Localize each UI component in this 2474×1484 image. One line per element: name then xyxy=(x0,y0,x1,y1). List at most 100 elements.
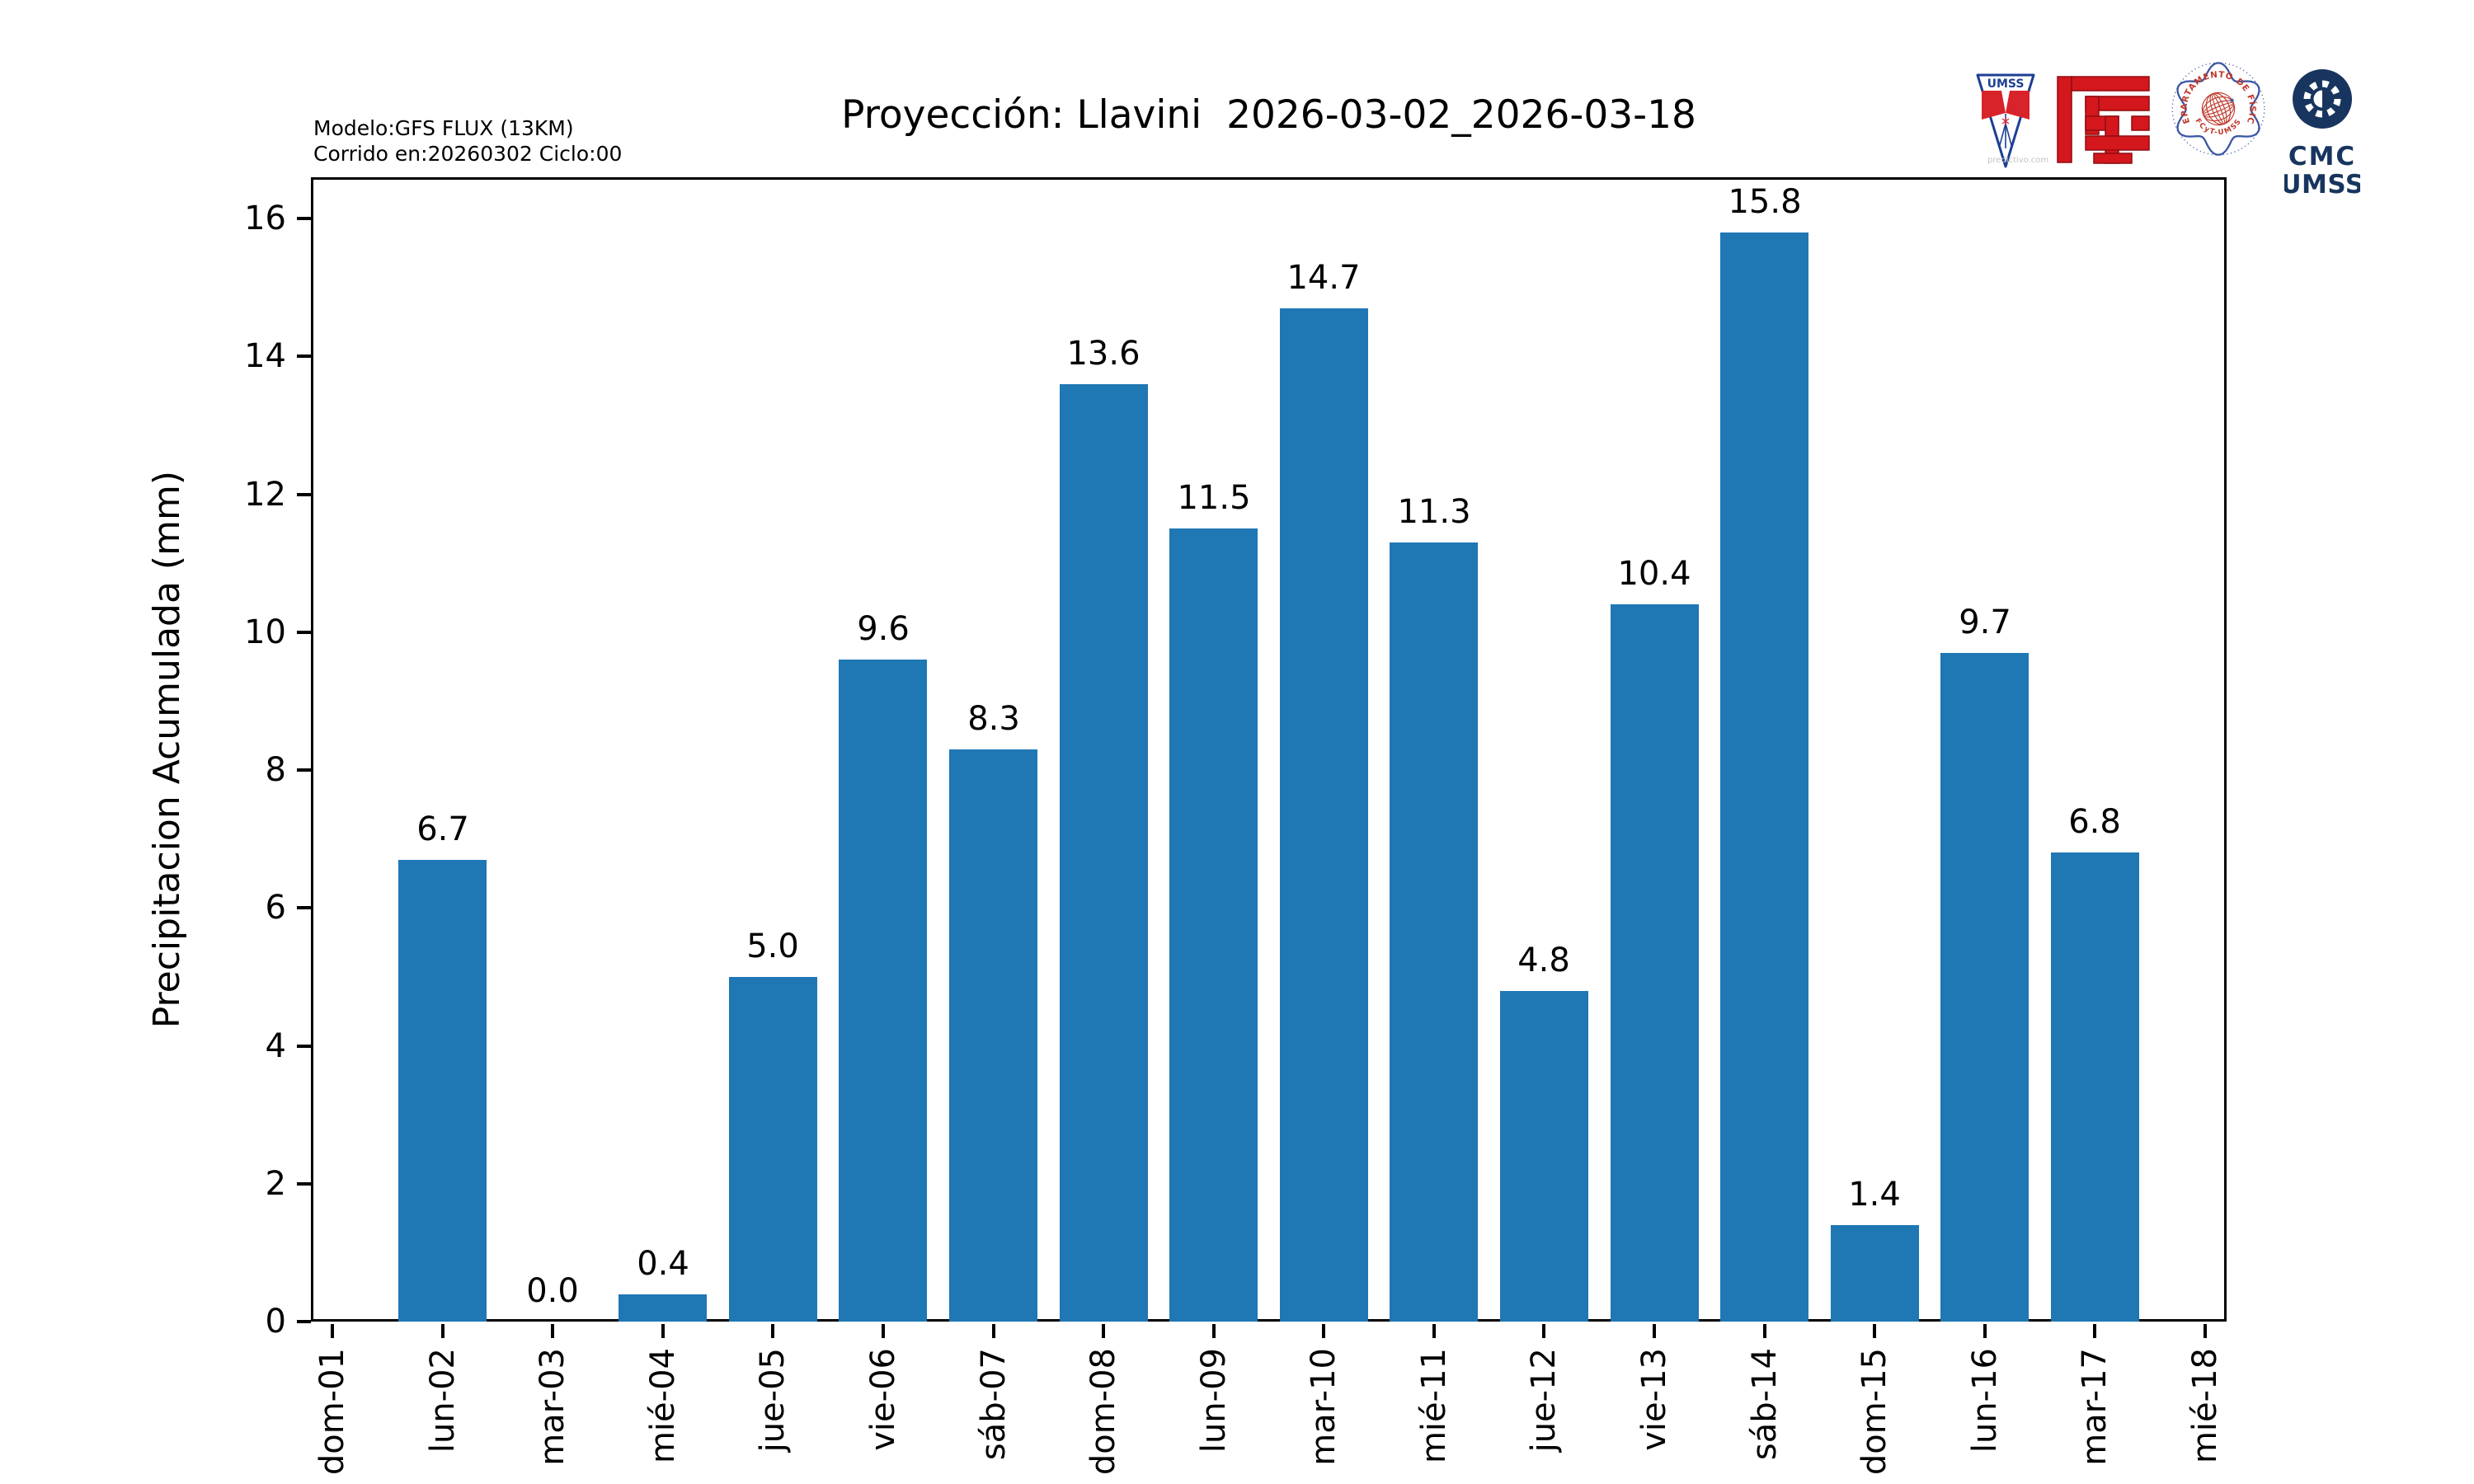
x-tick-mark xyxy=(440,1324,444,1338)
bar-value-label: 5.0 xyxy=(746,928,799,965)
model-line-1: Modelo:GFS FLUX (13KM) xyxy=(313,116,574,140)
bar-value-label: 10.4 xyxy=(1617,555,1691,593)
x-tick-label: mar-03 xyxy=(534,1348,572,1466)
y-tick-mark xyxy=(297,217,311,221)
bar-value-label: 4.8 xyxy=(1517,942,1570,979)
chart-title: Proyección: Llavini 2026-03-02_2026-03-1… xyxy=(841,92,1696,138)
x-tick-mark xyxy=(1982,1324,1987,1338)
bar xyxy=(1169,528,1258,1322)
y-tick-label: 2 xyxy=(265,1164,286,1203)
fisica-seal-logo: DEPARTAMENTO DE FÍSICA FCyT-UMSS xyxy=(2167,56,2265,156)
y-tick-mark xyxy=(297,492,311,496)
x-tick-mark xyxy=(771,1324,775,1338)
bar-value-label: 6.8 xyxy=(2068,803,2121,841)
y-axis-label: Precipitacion Acumulada (mm) xyxy=(145,470,188,1029)
x-tick-mark xyxy=(1653,1324,1657,1338)
bar-value-label: 9.7 xyxy=(1959,603,2011,641)
logo-strip: UMSS xyxy=(1971,49,2433,214)
y-tick-mark xyxy=(297,906,311,910)
x-tick-mark xyxy=(881,1324,885,1338)
x-tick-mark xyxy=(2093,1324,2097,1338)
x-tick-label: mié-04 xyxy=(643,1348,682,1464)
y-tick-label: 6 xyxy=(265,889,286,928)
bar xyxy=(1060,384,1148,1322)
watermark-text: predictivo.com xyxy=(1987,156,2049,165)
bar-value-label: 6.7 xyxy=(416,810,469,848)
x-tick-label: vie-06 xyxy=(863,1348,902,1451)
bar xyxy=(949,749,1037,1322)
y-tick-label: 16 xyxy=(244,200,286,238)
x-tick-label: lun-09 xyxy=(1194,1348,1233,1453)
bar xyxy=(1500,991,1588,1322)
x-tick-mark xyxy=(2204,1324,2207,1338)
bar-value-label: 0.4 xyxy=(637,1245,689,1283)
x-tick-label: lun-02 xyxy=(423,1348,462,1453)
fcyt-maze-logo xyxy=(2057,76,2150,164)
x-tick-label: mar-10 xyxy=(1305,1348,1343,1466)
x-tick-mark xyxy=(1432,1324,1436,1338)
bar xyxy=(1940,653,2029,1322)
y-tick-label: 4 xyxy=(265,1026,286,1065)
x-tick-mark xyxy=(661,1324,665,1338)
x-tick-label: mié-18 xyxy=(2186,1348,2224,1464)
x-tick-label: mar-17 xyxy=(2076,1348,2114,1466)
x-tick-label: sáb-07 xyxy=(974,1348,1013,1461)
x-tick-mark xyxy=(1542,1324,1546,1338)
y-tick-label: 12 xyxy=(244,475,286,514)
seal-wavy-border xyxy=(2176,62,2260,156)
cmc-umss-logo: CMC UMSS xyxy=(2284,69,2360,200)
x-tick-label: dom-08 xyxy=(1084,1348,1123,1476)
y-tick-label: 14 xyxy=(244,337,286,376)
cmc-label-line2: UMSS xyxy=(2284,170,2360,200)
x-tick-mark xyxy=(1762,1324,1766,1338)
bar-value-label: 8.3 xyxy=(967,700,1020,738)
x-tick-label: sáb-14 xyxy=(1745,1348,1784,1461)
y-tick-mark xyxy=(297,768,311,773)
x-tick-label: mié-11 xyxy=(1414,1348,1453,1464)
x-tick-label: jue-05 xyxy=(754,1348,793,1453)
x-tick-mark xyxy=(1322,1324,1326,1338)
y-tick-label: 10 xyxy=(244,613,286,651)
umss-pennant-label: UMSS xyxy=(1987,77,2025,91)
bar-value-label: 1.4 xyxy=(1848,1176,1901,1214)
bar xyxy=(1280,308,1368,1322)
x-tick-label: lun-16 xyxy=(1965,1348,2004,1453)
bar xyxy=(1831,1225,1919,1322)
plot-area xyxy=(311,177,2227,1322)
y-tick-mark xyxy=(297,1181,311,1186)
x-tick-mark xyxy=(551,1324,555,1338)
bar-value-label: 11.5 xyxy=(1177,479,1251,517)
y-tick-mark xyxy=(297,630,311,634)
y-tick-label: 0 xyxy=(265,1303,286,1341)
model-info: Modelo:GFS FLUX (13KM) Corrido en:202603… xyxy=(313,115,622,167)
cmc-label-line1: CMC xyxy=(2288,142,2356,171)
x-tick-label: vie-13 xyxy=(1635,1348,1674,1451)
x-tick-label: dom-15 xyxy=(1856,1348,1894,1476)
bar-value-label: 15.8 xyxy=(1728,183,1802,221)
x-tick-mark xyxy=(1102,1324,1106,1338)
bar-value-label: 9.6 xyxy=(857,610,910,648)
x-tick-mark xyxy=(991,1324,995,1338)
bar xyxy=(618,1294,707,1322)
bar xyxy=(398,860,487,1322)
y-tick-mark xyxy=(297,1320,311,1323)
bar xyxy=(1720,232,1808,1322)
model-line-2: Corrido en:20260302 Ciclo:00 xyxy=(313,142,623,166)
umss-pennant-logo: UMSS xyxy=(1976,73,2035,168)
y-tick-mark xyxy=(297,355,311,359)
y-tick-mark xyxy=(297,1044,311,1048)
x-tick-mark xyxy=(1211,1324,1216,1338)
bar xyxy=(2051,852,2139,1322)
bar-value-label: 11.3 xyxy=(1397,493,1471,531)
x-tick-mark xyxy=(331,1324,334,1338)
bar-value-label: 13.6 xyxy=(1066,335,1141,373)
x-tick-label: jue-12 xyxy=(1525,1348,1564,1453)
x-tick-mark xyxy=(1873,1324,1877,1338)
bar xyxy=(729,977,817,1322)
bar xyxy=(1611,604,1699,1322)
y-tick-label: 8 xyxy=(265,751,286,790)
bar xyxy=(839,660,927,1322)
x-tick-label: dom-01 xyxy=(313,1348,351,1476)
bar xyxy=(1390,542,1478,1322)
